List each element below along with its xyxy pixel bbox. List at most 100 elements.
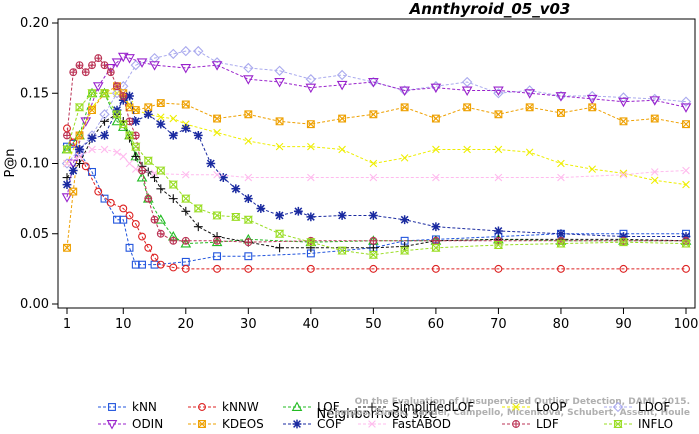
legend-item-knnw: kNNW: [188, 400, 259, 414]
data-point: [213, 252, 222, 261]
legend-label: INFLO: [638, 417, 673, 431]
data-point: [619, 169, 628, 178]
data-point: [130, 59, 141, 71]
data-point: [131, 152, 141, 161]
data-point: [108, 403, 116, 411]
data-point: [69, 138, 78, 147]
data-point: [556, 229, 566, 239]
data-point: [293, 206, 303, 216]
data-point: [307, 142, 315, 151]
data-point: [68, 166, 78, 175]
data-point: [100, 131, 109, 140]
chart-title: Annthyroid_05_v03: [409, 0, 571, 18]
data-point: [613, 420, 623, 428]
data-point: [369, 173, 378, 182]
legend-label: SimplifiedLOF: [392, 400, 474, 414]
data-point: [144, 194, 153, 203]
data-point: [244, 110, 253, 119]
data-point: [131, 116, 141, 126]
x-tick-label: 80: [553, 317, 570, 332]
legend-label: kNNW: [222, 400, 259, 414]
data-point: [432, 173, 440, 182]
data-point: [138, 232, 146, 241]
data-point: [650, 168, 659, 176]
data-point: [306, 120, 315, 129]
data-point: [138, 166, 146, 175]
data-point: [256, 204, 266, 213]
data-point: [150, 253, 159, 262]
series-line: [66, 57, 686, 243]
data-point: [181, 123, 191, 133]
data-point: [106, 420, 118, 430]
data-point: [212, 211, 222, 220]
data-point: [138, 260, 146, 269]
x-tick-label: 40: [303, 317, 320, 332]
data-point: [556, 264, 565, 273]
data-point: [682, 180, 690, 189]
legend-item-lof: LOF: [283, 400, 340, 414]
data-point: [431, 264, 440, 273]
data-point: [88, 106, 96, 115]
data-point: [131, 165, 140, 173]
data-point: [131, 219, 140, 228]
data-point: [682, 166, 690, 175]
data-point: [119, 215, 128, 224]
legend-label: LDF: [536, 417, 559, 431]
data-point: [211, 57, 223, 68]
x-tick-label: 60: [428, 317, 445, 332]
y-tick-label: 0.00: [20, 297, 49, 312]
x-tick-label: 10: [115, 317, 132, 332]
data-point: [336, 80, 348, 91]
data-point: [63, 159, 71, 168]
data-point: [169, 114, 178, 123]
data-point: [125, 117, 134, 126]
series-fastabod: [63, 145, 690, 182]
legend-item-simplifiedlof: SimplifiedLOF: [358, 400, 474, 414]
data-point: [193, 204, 204, 213]
data-point: [131, 142, 141, 151]
data-point: [493, 88, 504, 99]
data-point: [99, 109, 110, 120]
data-point: [512, 403, 520, 411]
data-point: [681, 232, 691, 241]
legend-label: FastABOD: [392, 417, 451, 431]
legend-item-loop: LoOP: [502, 400, 567, 414]
data-point: [524, 85, 535, 96]
data-point: [156, 119, 166, 129]
legend: kNN kNNW LOF SimplifiedLOF LoOP LDOF ODIN KDEOS…: [98, 400, 673, 431]
data-point: [524, 89, 536, 99]
data-point: [461, 76, 473, 88]
legend-item-ldof: LDOF: [604, 400, 670, 414]
data-point: [275, 142, 284, 151]
data-point: [156, 184, 166, 194]
data-point: [431, 222, 441, 232]
x-tick-label: 100: [674, 317, 699, 332]
data-point: [369, 264, 378, 273]
data-point: [275, 211, 284, 220]
legend-item-kdeos: KDEOS: [188, 417, 264, 431]
data-point: [242, 75, 254, 85]
data-point: [63, 243, 71, 252]
data-point: [125, 243, 134, 252]
data-point: [168, 48, 179, 60]
data-point: [274, 229, 285, 238]
series-knnw: [63, 124, 690, 273]
data-point: [125, 159, 134, 168]
data-point: [612, 401, 624, 413]
data-point: [213, 170, 221, 179]
credit-line-2: Campos, Zimek, Sander, Campello, Micenko…: [328, 408, 690, 418]
data-point: [430, 83, 442, 94]
data-point: [88, 61, 96, 70]
data-point: [243, 62, 254, 74]
data-point: [75, 159, 84, 168]
data-point: [181, 194, 191, 203]
data-point: [556, 239, 566, 248]
data-point: [118, 95, 128, 105]
series-line: [66, 95, 686, 238]
data-point: [119, 204, 128, 213]
data-point: [112, 110, 122, 119]
legend-label: LoOP: [536, 400, 567, 414]
data-point: [180, 45, 191, 57]
data-point: [400, 154, 409, 162]
y-axis-label: P@n: [3, 148, 18, 177]
